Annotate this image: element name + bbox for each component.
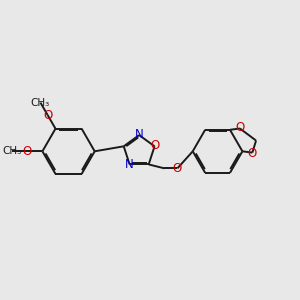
Text: O: O bbox=[248, 147, 257, 160]
Text: O: O bbox=[173, 162, 182, 175]
Text: N: N bbox=[135, 128, 143, 141]
Text: O: O bbox=[22, 145, 32, 158]
Text: O: O bbox=[43, 109, 52, 122]
Text: CH₃: CH₃ bbox=[31, 98, 50, 108]
Text: N: N bbox=[125, 158, 134, 171]
Text: CH₃: CH₃ bbox=[3, 146, 22, 156]
Text: O: O bbox=[235, 121, 244, 134]
Text: O: O bbox=[151, 139, 160, 152]
